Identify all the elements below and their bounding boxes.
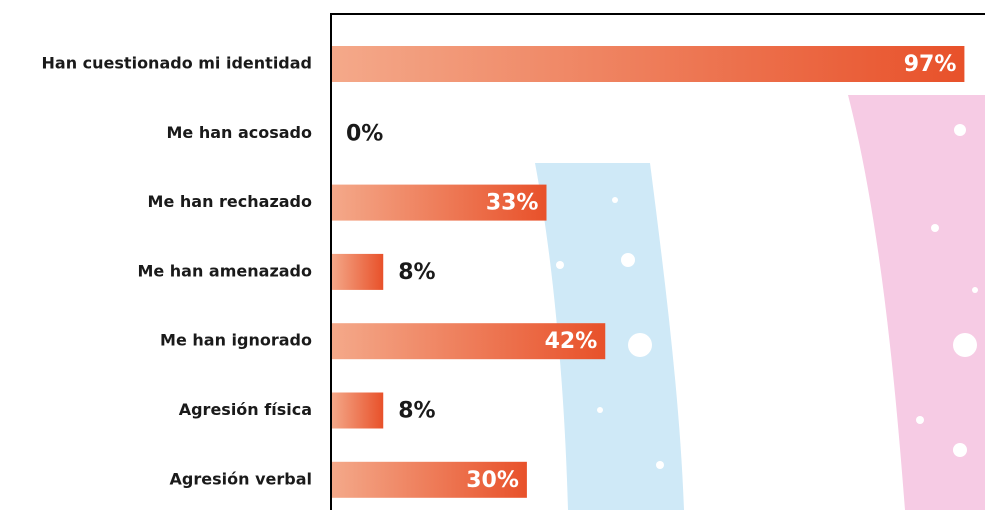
bar xyxy=(331,184,547,221)
category-label: Me han acosado xyxy=(166,123,312,142)
bar xyxy=(331,323,606,360)
plot-area xyxy=(331,46,965,498)
value-label: 0% xyxy=(346,121,383,146)
bar xyxy=(331,461,527,498)
value-label: 8% xyxy=(398,260,435,285)
blue-band xyxy=(535,163,684,510)
category-label: Agresión física xyxy=(179,400,312,419)
category-label: Han cuestionado mi identidad xyxy=(42,54,312,73)
specks xyxy=(556,124,978,469)
category-label: Me han amenazado xyxy=(137,261,312,280)
bar xyxy=(331,253,384,290)
value-label: 42% xyxy=(545,329,598,354)
bar xyxy=(331,392,384,429)
category-label: Me han rechazado xyxy=(148,192,312,211)
bar xyxy=(331,46,965,82)
background-decoration xyxy=(535,95,985,510)
category-label: Me han ignorado xyxy=(160,331,312,350)
value-label: 8% xyxy=(398,399,435,424)
value-label: 30% xyxy=(466,468,519,493)
category-label: Agresión verbal xyxy=(170,469,312,488)
value-label: 97% xyxy=(904,52,957,77)
pink-band xyxy=(848,95,985,510)
value-label: 33% xyxy=(486,191,539,216)
